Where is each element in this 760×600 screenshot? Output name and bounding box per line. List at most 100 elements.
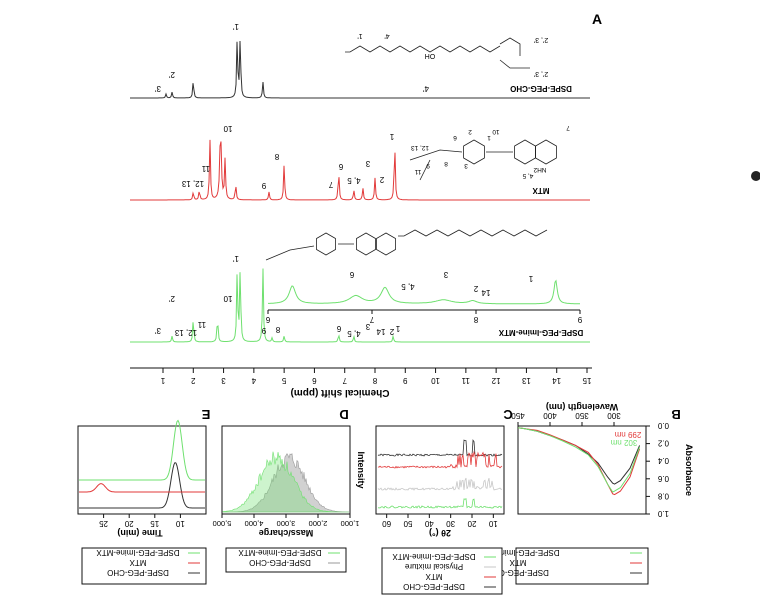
hplc-x-tick-label: 25 [99, 519, 108, 528]
panel-b-uv: B 300 350 400 450 0.0 0.2 0.4 0.6 0.8 1.0 Wavelengt… [476, 402, 694, 585]
uv-series-line [517, 427, 641, 496]
maldi-x-tick-label: 4,000 [245, 519, 264, 528]
structure-label: 4, 5 [522, 172, 533, 179]
nmr-x-tick-label: 4 [251, 376, 256, 385]
uv-x-tick-label: 450 [511, 411, 525, 420]
structure-label: 12, 13 [411, 144, 429, 151]
xrd-series-line [377, 450, 503, 469]
panel-a-label: A [592, 11, 602, 27]
hplc-x-tick-label: 15 [150, 519, 159, 528]
xrd-legend [381, 547, 503, 595]
structure-label: 10 [492, 128, 500, 135]
panel-d-maldi: D 1,000 2,000 3,000 4,000 5,000 Mass/charge Int… [213, 407, 366, 573]
hplc-plot-frame [77, 425, 207, 515]
peak-label: 4' [423, 84, 429, 93]
panel-e-label: E [201, 407, 210, 422]
maldi-y-axis-title: Intensity [356, 451, 366, 488]
uv-y-tick-label: 0.2 [657, 439, 669, 448]
nmr-x-tick-label: 8 [372, 376, 377, 385]
nmr-x-tick-label: 5 [281, 376, 286, 385]
maldi-legend-label: DSPE-PEG-Imine-MTX [238, 548, 322, 557]
structure-mtx-bonds [409, 149, 513, 181]
inset-peak-label: 6 [349, 270, 354, 279]
hplc-legend [81, 547, 207, 585]
inset-peak-label: 14 [481, 288, 490, 297]
xrd-x-tick-label: 50 [403, 519, 412, 528]
hplc-legend-label: DSPE-PEG-Imine-MTX [96, 548, 180, 557]
structure-label: 2', 3' [534, 70, 548, 77]
peak-label: 7 [328, 180, 333, 189]
structure-label: 7 [566, 124, 570, 131]
hplc-x-tick-label: 20 [124, 519, 133, 528]
panel-c-label: C [503, 407, 513, 422]
structure-label: NH2 [533, 166, 546, 173]
panel-d-label: D [339, 407, 348, 422]
ring-pteridine-b [535, 139, 557, 165]
structure-label: 11 [414, 168, 421, 175]
structure-conj-chain [398, 229, 548, 237]
peak-label: 1' [233, 22, 239, 31]
maldi-x-tick-label: 2,000 [309, 519, 328, 528]
panel-b-label: B [671, 407, 680, 422]
nmr-x-tick-label: 15 [582, 376, 591, 385]
nmr-x-tick-label: 14 [552, 376, 561, 385]
structure-label: 3 [464, 162, 468, 169]
edge-marker-icon [751, 171, 760, 181]
uv-x-tick-label: 350 [575, 411, 589, 420]
structure-label: OH [425, 52, 436, 59]
structure-label: 8 [444, 160, 448, 167]
ring-conj-c [376, 232, 396, 256]
nmr-x-tick-label: 7 [342, 376, 347, 385]
hplc-series-line [79, 419, 205, 481]
hplc-series-line [79, 483, 205, 493]
xrd-x-tick-label: 10 [488, 519, 497, 528]
peak-label: 14 [376, 327, 385, 336]
maldi-x-axis-title: Mass/charge [259, 528, 314, 538]
nmr-x-tick-label: 9 [403, 376, 408, 385]
trace-name-label: DSPE-PEG-Imine-MTX [498, 328, 583, 337]
nmr-x-tick-label: 1 [160, 376, 165, 385]
peak-label: 12, 13 [181, 179, 204, 188]
structure-label: 2 [468, 128, 472, 135]
peak-label: 1 [389, 132, 394, 141]
hplc-legend-label: DSPE-PEG-CHO [107, 568, 169, 577]
uv-x-tick-label: 300 [607, 411, 621, 420]
hplc-series-line [79, 461, 205, 509]
uv-annotation: 302 nm [610, 438, 637, 447]
inset-peak-label: 4, 5 [401, 282, 415, 291]
peak-label: 3 [365, 159, 370, 168]
xrd-series-line [378, 498, 503, 509]
peak-label: 3 [365, 322, 370, 331]
panel-c-xrd: C 10 20 30 40 50 60 2θ (°) DSPE-PEG-CHOMTXPhysic… [375, 407, 513, 595]
nmr-x-tick-label: 2 [191, 376, 196, 385]
xrd-series-line [377, 477, 503, 491]
structure-label: 1' [357, 32, 362, 39]
uv-x-tick-label: 400 [543, 411, 557, 420]
ring-conj-b [356, 232, 376, 256]
inset-x-tick-label: 7 [369, 315, 374, 324]
maldi-series-area [222, 451, 349, 513]
peak-label: 8 [274, 152, 279, 161]
xrd-x-tick-label: 20 [467, 519, 476, 528]
nmr-x-tick-label: 12 [491, 376, 500, 385]
structure-conj-bonds [265, 243, 354, 261]
peak-label: 2' [169, 70, 175, 79]
peak-label: 9 [261, 326, 266, 335]
uv-legend-label: DSPE-PEG-CHO [487, 568, 549, 577]
peak-label: 2 [389, 327, 394, 336]
hplc-x-axis-title: Time (min) [117, 528, 162, 538]
structure-cho [345, 37, 530, 69]
uv-y-tick-label: 0.8 [657, 491, 669, 500]
structure-label: 4' [384, 32, 389, 39]
nmr-x-tick-label: 6 [312, 376, 317, 385]
inset-x-tick-label: 6 [265, 315, 270, 324]
peak-label: 1 [395, 324, 400, 333]
maldi-x-tick-label: 5,000 [213, 519, 232, 528]
peak-label: 9 [261, 181, 266, 190]
trace-name-label: MTX [532, 186, 550, 195]
xrd-legend-label: MTX [425, 572, 443, 581]
uv-y-axis-title: Absorbance [684, 444, 694, 496]
nmr-x-tick-label: 11 [461, 376, 470, 385]
